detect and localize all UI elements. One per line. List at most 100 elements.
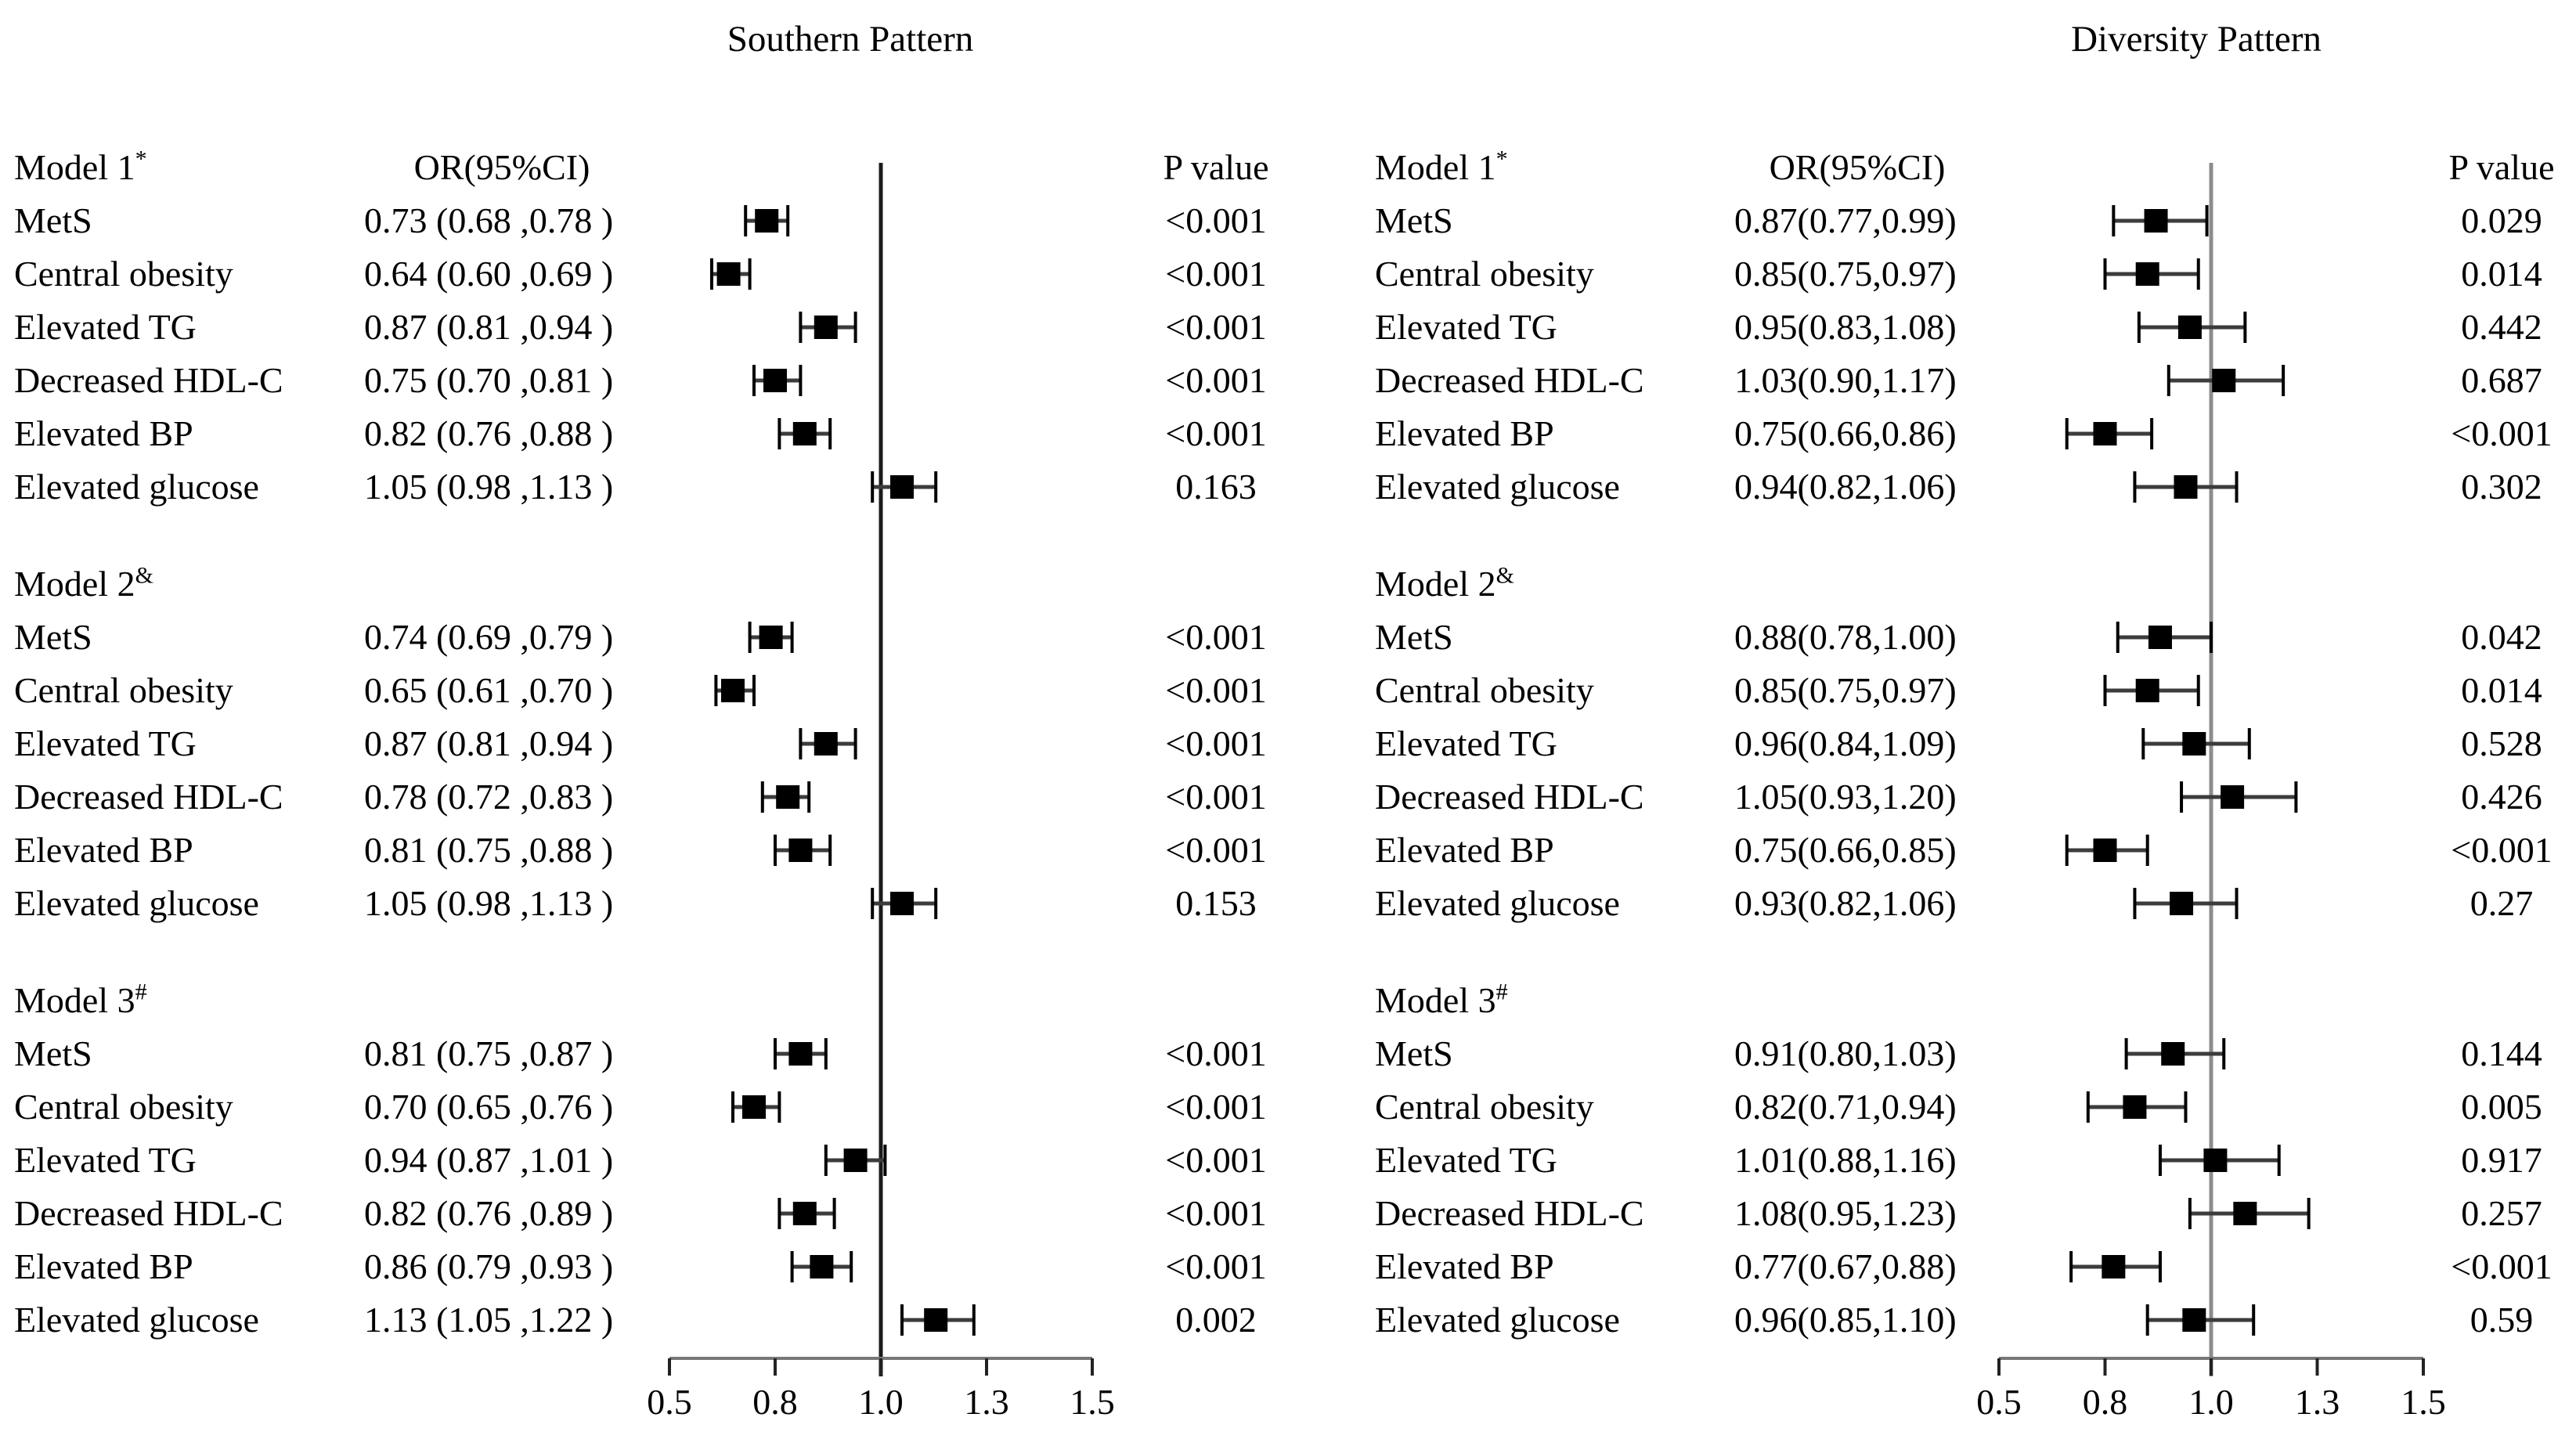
row-label: Central obesity — [14, 254, 233, 294]
row-label: Elevated glucose — [14, 467, 259, 507]
row-label: Elevated BP — [1375, 413, 1554, 453]
p-value: <0.001 — [1165, 1087, 1267, 1127]
or-value: 0.94 (0.87 ,1.01 ) — [364, 1140, 614, 1180]
or-marker — [2144, 209, 2168, 233]
or-value: 0.85(0.75,0.97) — [1734, 254, 1957, 294]
or-marker — [2182, 732, 2206, 756]
or-value: 0.96(0.84,1.09) — [1734, 723, 1957, 763]
model-header: Model 3# — [14, 979, 147, 1020]
p-value: <0.001 — [1165, 1140, 1267, 1180]
or-value: 1.03(0.90,1.17) — [1734, 360, 1957, 400]
or-value: 0.94(0.82,1.06) — [1734, 467, 1957, 507]
or-value: 0.74 (0.69 ,0.79 ) — [364, 617, 614, 657]
or-marker — [2212, 369, 2236, 392]
row-label: Elevated BP — [1375, 830, 1554, 870]
row-label: Elevated glucose — [14, 1300, 259, 1340]
or-value: 1.05 (0.98 ,1.13 ) — [364, 883, 614, 923]
model-header-superscript: # — [1495, 979, 1508, 1005]
or-value: 0.65 (0.61 ,0.70 ) — [364, 670, 614, 710]
or-value: 0.91(0.80,1.03) — [1734, 1033, 1957, 1073]
or-marker — [2093, 422, 2117, 445]
p-value: <0.001 — [1165, 670, 1267, 710]
or-value: 0.75(0.66,0.85) — [1734, 830, 1957, 870]
row-label: MetS — [14, 1033, 92, 1073]
or-marker — [792, 422, 817, 445]
model-header-superscript: & — [135, 562, 153, 589]
row-label: Central obesity — [14, 1087, 233, 1127]
p-value: <0.001 — [1165, 1246, 1267, 1286]
p-value: <0.001 — [1165, 1033, 1267, 1073]
or-marker — [814, 316, 838, 339]
p-value: <0.001 — [2451, 413, 2553, 453]
or-marker — [2170, 892, 2194, 915]
model-header: Model 2& — [14, 562, 153, 604]
or-marker — [2148, 626, 2172, 649]
p-value: 0.144 — [2461, 1033, 2542, 1073]
or-marker — [2174, 475, 2198, 499]
p-value: 0.014 — [2461, 670, 2542, 710]
or-value: 0.78 (0.72 ,0.83 ) — [364, 777, 614, 817]
p-value: 0.426 — [2461, 777, 2542, 817]
p-value: 0.029 — [2461, 200, 2542, 240]
or-value: 0.75 (0.70 ,0.81 ) — [364, 360, 614, 400]
p-value: <0.001 — [2451, 830, 2553, 870]
or-value: 0.82(0.71,0.94) — [1734, 1087, 1957, 1127]
or-value: 0.73 (0.68 ,0.78 ) — [364, 200, 614, 240]
model-header: Model 1* — [1375, 146, 1508, 187]
p-value: 0.002 — [1175, 1300, 1257, 1340]
p-value: 0.163 — [1175, 467, 1257, 507]
p-value: 0.042 — [2461, 617, 2542, 657]
or-marker — [2123, 1095, 2147, 1119]
model-header: Model 1* — [14, 146, 147, 187]
x-axis-tick-label: 0.5 — [1976, 1382, 2022, 1422]
p-value: <0.001 — [1165, 254, 1267, 294]
or-value: 0.93(0.82,1.06) — [1734, 883, 1957, 923]
p-value: 0.917 — [2461, 1140, 2542, 1180]
or-marker — [924, 1308, 948, 1332]
or-value: 1.01(0.88,1.16) — [1734, 1140, 1957, 1180]
or-marker — [2135, 262, 2159, 286]
row-label: Central obesity — [1375, 670, 1594, 710]
row-label: Decreased HDL-C — [14, 1193, 283, 1233]
row-label: Elevated TG — [1375, 1140, 1557, 1180]
or-marker — [2221, 785, 2245, 809]
p-value: <0.001 — [1165, 617, 1267, 657]
or-marker — [776, 785, 800, 809]
or-value: 0.70 (0.65 ,0.76 ) — [364, 1087, 614, 1127]
or-value: 0.64 (0.60 ,0.69 ) — [364, 254, 614, 294]
or-value: 1.08(0.95,1.23) — [1734, 1193, 1957, 1233]
p-value: 0.687 — [2461, 360, 2542, 400]
or-marker — [716, 262, 741, 286]
row-label: MetS — [14, 617, 92, 657]
or-marker — [2161, 1042, 2185, 1066]
p-value-column-header: P value — [2448, 147, 2555, 187]
or-marker — [890, 475, 914, 499]
x-axis-tick-label: 1.5 — [2401, 1382, 2446, 1422]
or-value: 0.81 (0.75 ,0.87 ) — [364, 1033, 614, 1073]
or-marker — [2182, 1308, 2206, 1332]
row-label: Elevated BP — [14, 830, 193, 870]
row-label: Elevated TG — [14, 1140, 197, 1180]
or-value: 0.82 (0.76 ,0.89 ) — [364, 1193, 614, 1233]
or-value: 0.95(0.83,1.08) — [1734, 307, 1957, 347]
p-value: <0.001 — [2451, 1246, 2553, 1286]
or-value: 0.82 (0.76 ,0.88 ) — [364, 413, 614, 453]
or-marker — [2135, 679, 2159, 702]
or-value: 0.87 (0.81 ,0.94 ) — [364, 723, 614, 763]
p-value: <0.001 — [1165, 413, 1267, 453]
or-marker — [843, 1149, 868, 1172]
row-label: Elevated glucose — [1375, 883, 1620, 923]
x-axis-tick-label: 0.8 — [752, 1382, 798, 1422]
p-value: <0.001 — [1165, 360, 1267, 400]
or-marker — [763, 369, 787, 392]
x-axis-tick-label: 0.5 — [647, 1382, 692, 1422]
or-marker — [759, 626, 783, 649]
p-value-column-header: P value — [1163, 147, 1269, 187]
or-marker — [792, 1202, 817, 1225]
or-column-header: OR(95%CI) — [1769, 147, 1946, 187]
row-label: Elevated TG — [14, 307, 197, 347]
row-label: Elevated TG — [14, 723, 197, 763]
or-value: 1.13 (1.05 ,1.22 ) — [364, 1300, 614, 1340]
p-value: 0.27 — [2470, 883, 2534, 923]
